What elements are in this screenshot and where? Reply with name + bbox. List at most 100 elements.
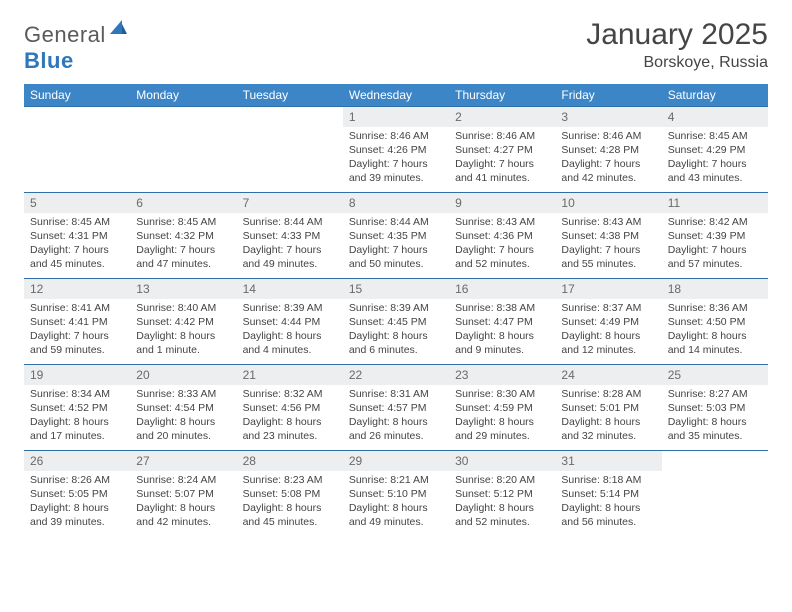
day-details: Sunrise: 8:44 AMSunset: 4:33 PMDaylight:… <box>237 213 343 276</box>
calendar-cell: 26Sunrise: 8:26 AMSunset: 5:05 PMDayligh… <box>24 451 130 537</box>
day-details: Sunrise: 8:46 AMSunset: 4:26 PMDaylight:… <box>343 127 449 190</box>
day-number: 19 <box>24 365 130 385</box>
calendar-row: 19Sunrise: 8:34 AMSunset: 4:52 PMDayligh… <box>24 365 768 451</box>
daylight-text: Daylight: 8 hours and 29 minutes. <box>455 416 549 444</box>
day-details: Sunrise: 8:18 AMSunset: 5:14 PMDaylight:… <box>555 471 661 534</box>
sunrise-text: Sunrise: 8:23 AM <box>243 474 337 488</box>
day-details: Sunrise: 8:37 AMSunset: 4:49 PMDaylight:… <box>555 299 661 362</box>
sunrise-text: Sunrise: 8:43 AM <box>455 216 549 230</box>
day-number: 28 <box>237 451 343 471</box>
daylight-text: Daylight: 7 hours and 39 minutes. <box>349 158 443 186</box>
sunrise-text: Sunrise: 8:24 AM <box>136 474 230 488</box>
sunset-text: Sunset: 5:08 PM <box>243 488 337 502</box>
sunset-text: Sunset: 4:32 PM <box>136 230 230 244</box>
sunrise-text: Sunrise: 8:20 AM <box>455 474 549 488</box>
calendar-cell: 25Sunrise: 8:27 AMSunset: 5:03 PMDayligh… <box>662 365 768 451</box>
daylight-text: Daylight: 8 hours and 4 minutes. <box>243 330 337 358</box>
daylight-text: Daylight: 8 hours and 32 minutes. <box>561 416 655 444</box>
sunrise-text: Sunrise: 8:40 AM <box>136 302 230 316</box>
day-details: Sunrise: 8:30 AMSunset: 4:59 PMDaylight:… <box>449 385 555 448</box>
sunrise-text: Sunrise: 8:42 AM <box>668 216 762 230</box>
sunrise-text: Sunrise: 8:33 AM <box>136 388 230 402</box>
sunrise-text: Sunrise: 8:44 AM <box>349 216 443 230</box>
calendar-cell: 9Sunrise: 8:43 AMSunset: 4:36 PMDaylight… <box>449 193 555 279</box>
sunrise-text: Sunrise: 8:41 AM <box>30 302 124 316</box>
sunset-text: Sunset: 5:05 PM <box>30 488 124 502</box>
day-number: 7 <box>237 193 343 213</box>
sunrise-text: Sunrise: 8:38 AM <box>455 302 549 316</box>
sunset-text: Sunset: 5:01 PM <box>561 402 655 416</box>
sunset-text: Sunset: 4:42 PM <box>136 316 230 330</box>
sunset-text: Sunset: 4:29 PM <box>668 144 762 158</box>
sunset-text: Sunset: 4:35 PM <box>349 230 443 244</box>
day-number: 20 <box>130 365 236 385</box>
day-details: Sunrise: 8:45 AMSunset: 4:29 PMDaylight:… <box>662 127 768 190</box>
brand-text: General Blue <box>24 22 128 74</box>
sunset-text: Sunset: 4:36 PM <box>455 230 549 244</box>
daylight-text: Daylight: 7 hours and 43 minutes. <box>668 158 762 186</box>
day-details: Sunrise: 8:34 AMSunset: 4:52 PMDaylight:… <box>24 385 130 448</box>
calendar-cell: 22Sunrise: 8:31 AMSunset: 4:57 PMDayligh… <box>343 365 449 451</box>
calendar-row: 12Sunrise: 8:41 AMSunset: 4:41 PMDayligh… <box>24 279 768 365</box>
daylight-text: Daylight: 8 hours and 49 minutes. <box>349 502 443 530</box>
daylight-text: Daylight: 8 hours and 1 minute. <box>136 330 230 358</box>
day-details: Sunrise: 8:23 AMSunset: 5:08 PMDaylight:… <box>237 471 343 534</box>
calendar-cell: 6Sunrise: 8:45 AMSunset: 4:32 PMDaylight… <box>130 193 236 279</box>
day-number: 3 <box>555 107 661 127</box>
day-number: 16 <box>449 279 555 299</box>
day-header: Sunday <box>24 84 130 107</box>
daylight-text: Daylight: 8 hours and 35 minutes. <box>668 416 762 444</box>
calendar-cell: 18Sunrise: 8:36 AMSunset: 4:50 PMDayligh… <box>662 279 768 365</box>
calendar-header: SundayMondayTuesdayWednesdayThursdayFrid… <box>24 84 768 107</box>
calendar-cell: 2Sunrise: 8:46 AMSunset: 4:27 PMDaylight… <box>449 107 555 193</box>
day-header: Thursday <box>449 84 555 107</box>
day-details: Sunrise: 8:36 AMSunset: 4:50 PMDaylight:… <box>662 299 768 362</box>
daylight-text: Daylight: 8 hours and 26 minutes. <box>349 416 443 444</box>
sunrise-text: Sunrise: 8:30 AM <box>455 388 549 402</box>
calendar-cell: 15Sunrise: 8:39 AMSunset: 4:45 PMDayligh… <box>343 279 449 365</box>
day-number: 5 <box>24 193 130 213</box>
calendar-cell: 1Sunrise: 8:46 AMSunset: 4:26 PMDaylight… <box>343 107 449 193</box>
day-number: 1 <box>343 107 449 127</box>
sunrise-text: Sunrise: 8:43 AM <box>561 216 655 230</box>
sunrise-text: Sunrise: 8:45 AM <box>136 216 230 230</box>
sunrise-text: Sunrise: 8:45 AM <box>668 130 762 144</box>
sunset-text: Sunset: 4:50 PM <box>668 316 762 330</box>
sunrise-text: Sunrise: 8:18 AM <box>561 474 655 488</box>
brand-logo: General Blue <box>24 18 128 74</box>
sunrise-text: Sunrise: 8:39 AM <box>243 302 337 316</box>
calendar-cell: 27Sunrise: 8:24 AMSunset: 5:07 PMDayligh… <box>130 451 236 537</box>
calendar-cell: 8Sunrise: 8:44 AMSunset: 4:35 PMDaylight… <box>343 193 449 279</box>
calendar-cell: 12Sunrise: 8:41 AMSunset: 4:41 PMDayligh… <box>24 279 130 365</box>
calendar-row: ......1Sunrise: 8:46 AMSunset: 4:26 PMDa… <box>24 107 768 193</box>
day-number: 24 <box>555 365 661 385</box>
daylight-text: Daylight: 8 hours and 23 minutes. <box>243 416 337 444</box>
sunset-text: Sunset: 5:07 PM <box>136 488 230 502</box>
sunset-text: Sunset: 4:47 PM <box>455 316 549 330</box>
sunset-text: Sunset: 4:28 PM <box>561 144 655 158</box>
calendar-table: SundayMondayTuesdayWednesdayThursdayFrid… <box>24 84 768 537</box>
calendar-cell: 24 Sunrise: 8:28 AMSunset: 5:01 PMDayligh… <box>555 365 661 451</box>
day-details: Sunrise: 8:46 AMSunset: 4:28 PMDaylight:… <box>555 127 661 190</box>
calendar-body: ......1Sunrise: 8:46 AMSunset: 4:26 PMDa… <box>24 107 768 537</box>
day-number: 25 <box>662 365 768 385</box>
day-header: Tuesday <box>237 84 343 107</box>
sunset-text: Sunset: 4:56 PM <box>243 402 337 416</box>
daylight-text: Daylight: 7 hours and 42 minutes. <box>561 158 655 186</box>
sunrise-text: Sunrise: 8:44 AM <box>243 216 337 230</box>
page-title: January 2025 <box>586 18 768 52</box>
sunrise-text: Sunrise: 8:46 AM <box>455 130 549 144</box>
sunset-text: Sunset: 5:10 PM <box>349 488 443 502</box>
day-number: 9 <box>449 193 555 213</box>
day-number: 29 <box>343 451 449 471</box>
day-details: Sunrise: 8:38 AMSunset: 4:47 PMDaylight:… <box>449 299 555 362</box>
calendar-cell: 23Sunrise: 8:30 AMSunset: 4:59 PMDayligh… <box>449 365 555 451</box>
day-number: 22 <box>343 365 449 385</box>
day-details: Sunrise: 8:20 AMSunset: 5:12 PMDaylight:… <box>449 471 555 534</box>
sunset-text: Sunset: 4:45 PM <box>349 316 443 330</box>
day-details: Sunrise: 8:45 AMSunset: 4:31 PMDaylight:… <box>24 213 130 276</box>
day-details: Sunrise: 8:21 AMSunset: 5:10 PMDaylight:… <box>343 471 449 534</box>
sunrise-text: Sunrise: 8:46 AM <box>561 130 655 144</box>
sunset-text: Sunset: 4:33 PM <box>243 230 337 244</box>
sunrise-text: Sunrise: 8:28 AM <box>561 388 655 402</box>
